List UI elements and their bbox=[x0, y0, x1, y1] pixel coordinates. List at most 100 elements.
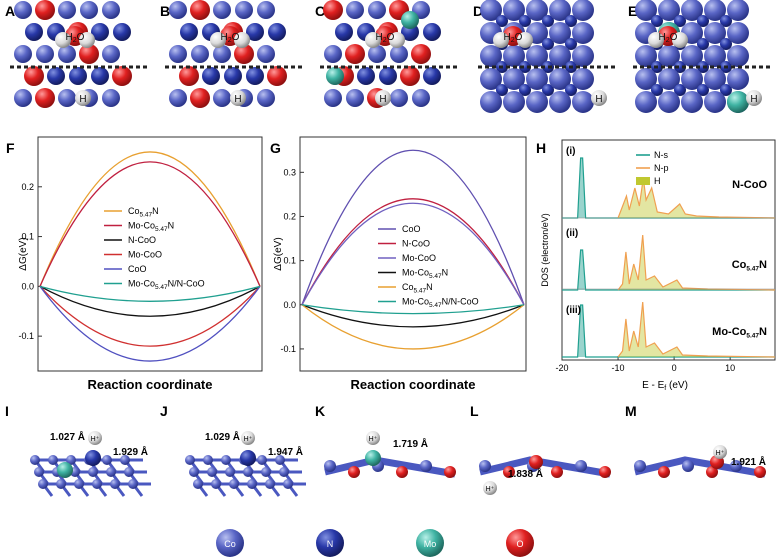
mo-atom bbox=[326, 67, 344, 85]
bond-distance: 1.929 Å bbox=[113, 445, 148, 458]
co-atom bbox=[390, 89, 408, 107]
structure-panel-B: B H2O H bbox=[160, 0, 302, 108]
co-atom bbox=[324, 45, 342, 63]
co-atom bbox=[346, 1, 364, 19]
n-atom bbox=[496, 84, 508, 96]
co-atom bbox=[357, 67, 375, 85]
bond-panel-J: J H⁺ 1.029 Å 1.947 Å bbox=[160, 403, 306, 497]
y-tick-label: 0.0 bbox=[21, 281, 34, 291]
o-atom bbox=[529, 455, 543, 469]
legend-entry: Co5.47N bbox=[128, 206, 159, 219]
co-atom bbox=[526, 0, 548, 21]
bond-panel-L: L H⁺ 1.838 Å bbox=[470, 403, 611, 495]
subpanel-tag: (iii) bbox=[566, 305, 581, 316]
panel-letter-H: H bbox=[536, 140, 546, 156]
n-atom bbox=[674, 61, 686, 73]
x-tick-label: -20 bbox=[555, 363, 568, 373]
co-atom bbox=[58, 89, 76, 107]
co-atom bbox=[279, 467, 289, 477]
surface-atom bbox=[420, 460, 432, 472]
subpanel-tag: (ii) bbox=[566, 228, 578, 239]
n-atom bbox=[240, 450, 256, 466]
y-axis-label-H: DOS (electron/eV) bbox=[540, 213, 550, 287]
plot-frame-F bbox=[37, 136, 263, 372]
co-atom bbox=[211, 479, 221, 489]
co-atom bbox=[549, 0, 571, 21]
y-tick-label: 0.2 bbox=[21, 182, 34, 192]
co-atom bbox=[91, 67, 109, 85]
legend-entry: Mo-Co5.47N bbox=[128, 221, 174, 234]
co-atom bbox=[169, 45, 187, 63]
co-atom bbox=[207, 467, 217, 477]
co-atom bbox=[58, 45, 76, 63]
legend-atom-label: Mo bbox=[424, 539, 437, 549]
co-atom bbox=[191, 45, 209, 63]
mo-atom bbox=[727, 91, 749, 113]
structure-panel-A: A H2O H bbox=[5, 0, 147, 108]
co-atom bbox=[169, 89, 187, 107]
co-atom bbox=[526, 68, 548, 90]
co-atom bbox=[658, 91, 680, 113]
surface-atom bbox=[730, 460, 742, 472]
series-line bbox=[301, 304, 525, 328]
co-atom bbox=[120, 455, 130, 465]
o-atom bbox=[35, 88, 55, 108]
legend-entry: Mo-CoO bbox=[402, 253, 436, 263]
legend-atom-co bbox=[216, 529, 244, 557]
co-atom bbox=[257, 1, 275, 19]
n-s-curve bbox=[562, 249, 775, 291]
plot-frame-G bbox=[299, 136, 527, 372]
bond-distance: 1.947 Å bbox=[268, 445, 303, 458]
co-atom bbox=[229, 479, 239, 489]
co-atom bbox=[368, 45, 386, 63]
legend-atom-label: O bbox=[516, 539, 523, 549]
legend-entry: N-CoO bbox=[402, 239, 430, 249]
co-atom bbox=[635, 91, 657, 113]
legend-entry: CoO bbox=[402, 224, 421, 234]
surface-atom bbox=[658, 466, 670, 478]
legend-entry: N-s bbox=[654, 150, 668, 160]
co-atom bbox=[34, 467, 44, 477]
proton-label: H⁺ bbox=[369, 436, 378, 443]
water-hydrogen bbox=[672, 32, 688, 48]
o-atom bbox=[190, 88, 210, 108]
n-atom bbox=[519, 61, 531, 73]
co-atom bbox=[102, 89, 120, 107]
n-p-curve bbox=[617, 177, 776, 219]
proton-label: H⁺ bbox=[716, 450, 725, 457]
water-hydrogen bbox=[79, 32, 95, 48]
o-atom bbox=[190, 0, 210, 20]
co-atom bbox=[549, 22, 571, 44]
surface-atom bbox=[634, 460, 646, 472]
co-atom bbox=[704, 68, 726, 90]
surface-atom bbox=[754, 466, 766, 478]
co-atom bbox=[257, 45, 275, 63]
water-hydrogen bbox=[517, 32, 533, 48]
surface-slab bbox=[324, 456, 456, 478]
panel-letter-A: A bbox=[5, 3, 15, 19]
co-atom bbox=[572, 45, 594, 67]
co-atom bbox=[704, 45, 726, 67]
series-line bbox=[39, 161, 261, 287]
panel-letter-D: D bbox=[473, 3, 483, 19]
series-line bbox=[301, 202, 525, 306]
co-atom bbox=[635, 45, 657, 67]
y-tick-label: 0.2 bbox=[283, 211, 296, 221]
co-atom bbox=[30, 455, 40, 465]
co-atom bbox=[368, 1, 386, 19]
dos-curves-H: -20 -10 0 10 (i) N-CoO (ii) Co5.47N (iii) Mo-Co5.… bbox=[555, 146, 776, 373]
co-atom bbox=[47, 67, 65, 85]
co-atom bbox=[681, 45, 703, 67]
co-atom bbox=[14, 89, 32, 107]
co-atom bbox=[128, 479, 138, 489]
water-hydrogen bbox=[210, 32, 226, 48]
n-atom bbox=[542, 84, 554, 96]
x-tick-label: 0 bbox=[672, 363, 677, 373]
atom-legend: Co N Mo O bbox=[216, 529, 534, 557]
co-atom bbox=[243, 467, 253, 477]
o-atom bbox=[35, 0, 55, 20]
n-atom bbox=[697, 15, 709, 27]
series-line bbox=[301, 149, 525, 305]
co-atom bbox=[346, 89, 364, 107]
bond-distance: 1.029 Å bbox=[205, 430, 240, 443]
